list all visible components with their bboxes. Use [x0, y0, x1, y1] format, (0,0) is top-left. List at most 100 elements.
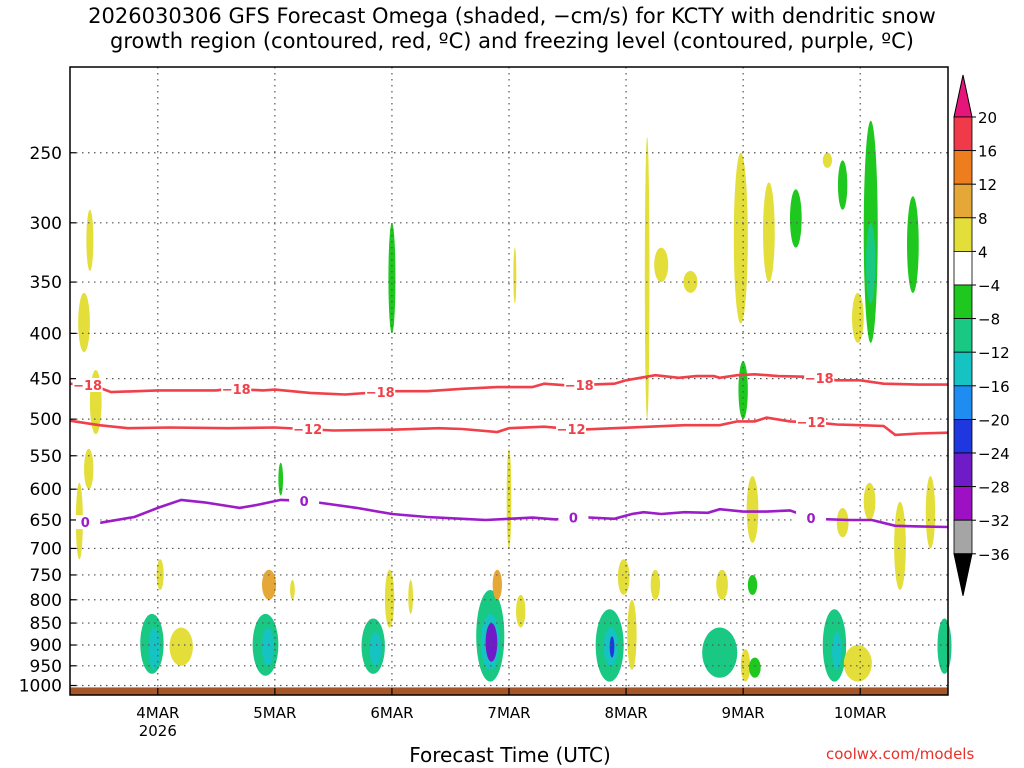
omega-cell: [907, 196, 919, 293]
contour-line: [69, 498, 949, 529]
omega-cell: [617, 559, 630, 595]
omega-cell: [384, 569, 395, 628]
omega-cell: [683, 270, 698, 293]
x-tick-year-label: 2026: [139, 722, 177, 740]
contour-label: 0: [300, 495, 309, 510]
y-axis: 2503003504004505005506006507007508008509…: [19, 144, 76, 697]
y-tick-label: 700: [30, 539, 62, 559]
contour-label: 0: [807, 512, 816, 527]
y-tick-label: 750: [30, 566, 62, 586]
contour-label-bg: [804, 370, 835, 385]
contour-label-bg: [556, 422, 587, 437]
omega-cell: [148, 627, 161, 670]
contour-label: −18: [73, 379, 102, 394]
x-tick-label: 10MAR: [834, 704, 887, 722]
omega-cell: [84, 448, 94, 490]
colorbar-label: −24: [978, 445, 1010, 463]
y-tick-label: 1000: [19, 677, 62, 697]
chart-title-line-1: 2026030306 GFS Forecast Omega (shaded, −…: [88, 4, 936, 28]
colorbar-label: 12: [978, 176, 997, 194]
omega-cell: [278, 462, 284, 496]
y-tick-label: 500: [30, 410, 62, 430]
omega-cell: [733, 152, 748, 324]
y-tick-label: 950: [30, 657, 62, 677]
omega-cell: [78, 292, 90, 353]
colorbar-top-arrow: [953, 74, 973, 118]
contour-label-bg: [796, 415, 827, 430]
omega-shading-layer: [75, 120, 952, 682]
contour-label-bg: [365, 385, 396, 400]
omega-cell: [866, 222, 876, 304]
omega-cell: [763, 182, 775, 283]
omega-cell: [789, 189, 802, 248]
omega-cell: [748, 657, 761, 678]
omega-cell: [836, 507, 849, 538]
omega-cell: [716, 569, 728, 600]
omega-cell: [843, 645, 872, 682]
contour-label: −12: [557, 423, 586, 438]
omega-cell: [650, 569, 661, 600]
colorbar-label: −28: [978, 479, 1010, 497]
colorbar-swatch: [953, 150, 973, 185]
colorbar-swatch: [953, 486, 973, 521]
contour-label-bg: [72, 377, 103, 392]
contour-label: 0: [81, 516, 90, 531]
omega-cell: [609, 636, 615, 658]
y-tick-label: 550: [30, 447, 62, 467]
contour-label-bg: [292, 422, 323, 437]
omega-cell: [837, 160, 848, 210]
colorbar: 20 16 12 8 4 −4 −8 −12 −16 −20 −24 −28 −32 −36: [953, 74, 1010, 596]
x-tick-label: 6MAR: [370, 704, 413, 722]
omega-cell: [261, 627, 274, 666]
contour-label: −18: [222, 383, 251, 398]
colorbar-label: −4: [978, 277, 1000, 295]
omega-cell: [290, 580, 295, 600]
omega-cell: [894, 501, 906, 591]
colorbar-swatch: [953, 318, 973, 353]
colorbar-swatch: [953, 284, 973, 319]
y-tick-label: 600: [30, 480, 62, 500]
contour-label-bg: [289, 494, 320, 509]
contour-label-bg: [70, 515, 101, 530]
y-tick-label: 250: [30, 144, 62, 164]
colorbar-swatch: [953, 250, 973, 286]
omega-cell: [937, 618, 952, 674]
chart-title: 2026030306 GFS Forecast Omega (shaded, −…: [0, 4, 1024, 54]
omega-cell: [702, 627, 738, 678]
omega-cell: [852, 292, 864, 343]
y-tick-label: 650: [30, 511, 62, 531]
contour-label-bg: [796, 510, 827, 525]
colorbar-bottom-arrow: [953, 553, 973, 596]
y-tick-label: 350: [30, 273, 62, 293]
omega-cell: [822, 152, 833, 168]
colorbar-label: −12: [978, 344, 1010, 362]
colorbar-label: 4: [978, 243, 988, 261]
omega-cell: [506, 448, 512, 549]
colorbar-label: 8: [978, 210, 988, 228]
omega-cell: [516, 594, 526, 628]
y-tick-label: 450: [30, 370, 62, 390]
omega-cell: [86, 209, 94, 271]
colorbar-swatch: [953, 351, 973, 387]
contour-label: −12: [797, 416, 826, 431]
x-tick-label: 7MAR: [487, 704, 530, 722]
omega-cell: [832, 631, 842, 670]
contour-label-bg: [221, 382, 252, 397]
contour-label: −18: [366, 386, 395, 401]
credit-link[interactable]: coolwx.com/models: [826, 745, 975, 763]
colorbar-swatch: [953, 183, 973, 219]
omega-cell: [654, 247, 669, 283]
y-tick-label: 850: [30, 614, 62, 634]
contour-label: −18: [805, 372, 834, 387]
colorbar-label: −20: [978, 411, 1010, 429]
omega-cell: [169, 627, 193, 666]
omega-cell: [644, 137, 650, 420]
contour-label: −12: [293, 423, 322, 438]
colorbar-label: 16: [978, 143, 997, 161]
omega-cell: [485, 623, 498, 662]
omega-cell: [408, 580, 414, 614]
contour-label: −18: [565, 379, 594, 394]
omega-cell: [513, 247, 517, 304]
colorbar-label: −32: [978, 512, 1010, 530]
